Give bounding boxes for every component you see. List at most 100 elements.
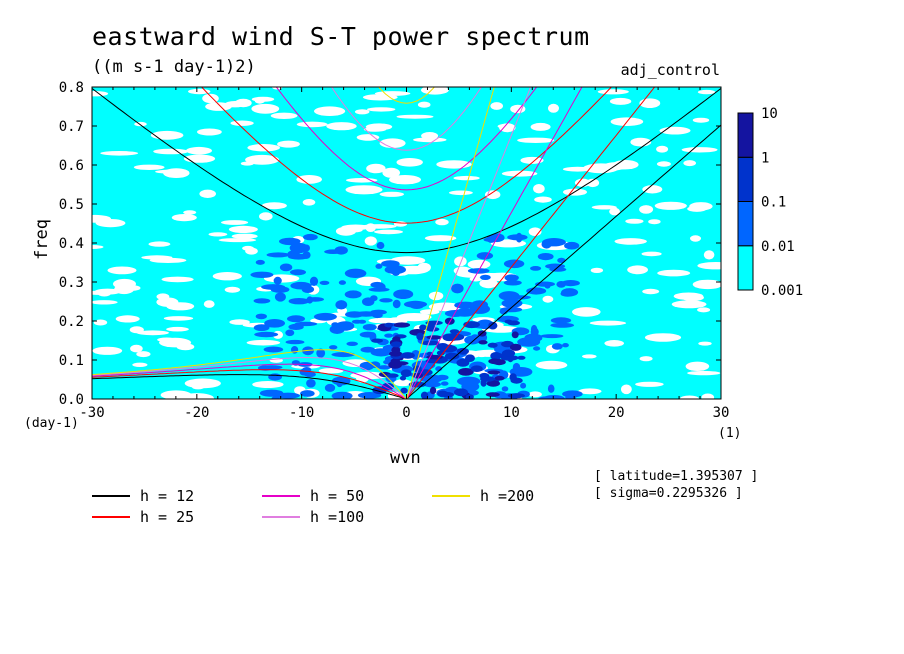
pattern-blob [326,122,357,131]
pattern-blob [470,334,480,341]
pattern-blob [498,291,520,301]
pattern-blob [451,283,464,294]
pattern-blob [259,212,273,221]
pattern-blob [591,205,617,210]
pattern-blob [303,233,318,241]
colorbar-bin [737,156,754,202]
x-axis-label: wvn [390,448,421,468]
pattern-blob [445,333,460,341]
x-tick-label: 30 [713,405,730,421]
y-tick-label: 0.1 [59,353,84,369]
legend-item: h =200 [432,487,534,505]
pattern-blob [290,281,312,290]
latitude-info: [ latitude=1.395307 ] [594,469,759,484]
pattern-blob [285,329,295,337]
pattern-blob [254,331,279,338]
pattern-blob [511,331,519,339]
gravity-curve [92,88,721,254]
pattern-blob [130,344,143,353]
pattern-blob [530,266,542,271]
pattern-blob [494,375,505,381]
pattern-blob [476,351,488,358]
pattern-blob [303,244,310,252]
pattern-blob [644,333,682,342]
pattern-blob [526,287,547,295]
pattern-blob [93,319,108,326]
pattern-blob [656,145,669,153]
y-tick-label: 0.5 [59,197,84,213]
pattern-blob [454,388,468,397]
pattern-blob [687,370,721,376]
pattern-blob [561,280,580,287]
pattern-blob [183,210,197,215]
pattern-blob [287,315,305,323]
pattern-blob [115,315,140,323]
pattern-blob [356,134,380,141]
pattern-blob [218,238,257,243]
pattern-blob [565,393,576,399]
gravity-curve [200,87,613,224]
y-axis-label: freq [32,219,52,260]
pattern-blob [224,286,241,293]
pattern-blob [541,239,552,249]
pattern-blob [425,320,443,326]
pattern-blob [273,276,282,285]
pattern-blob [697,89,716,95]
rossby-curve [92,374,407,399]
pattern-blob [252,381,284,388]
pattern-blob [507,320,520,326]
pattern-blob [303,371,316,378]
pattern-blob [161,276,194,283]
pattern-blob [572,307,601,317]
pattern-blob [467,259,491,269]
pattern-blob [692,279,721,290]
pattern-blob [549,267,567,272]
pattern-blob [261,284,286,290]
pattern-blob [392,299,401,309]
pattern-blob [362,297,375,307]
pattern-blob [480,274,491,280]
pattern-blob [697,307,711,313]
pattern-blob [400,369,412,378]
pattern-blob [701,393,715,399]
kelvin-curve [406,87,656,399]
pattern-blob [356,373,369,383]
y-tick-label: 0.0 [59,392,84,408]
pattern-blob [533,184,545,194]
pattern-blob [242,245,254,251]
rossby-curve [92,356,407,399]
pattern-blob [379,298,393,303]
pattern-blob [92,214,111,223]
pattern-blob [300,390,315,397]
pattern-blob [590,267,604,273]
pattern-blob [97,289,112,297]
pattern-blob [396,313,432,322]
pattern-blob [374,229,403,235]
pattern-blob [255,259,265,265]
pattern-blob [199,189,216,198]
pattern-blob [277,140,300,148]
pattern-blob [129,326,144,334]
pattern-blob [635,381,664,387]
pattern-blob [134,121,147,127]
pattern-blob [166,302,195,311]
pattern-blob [363,127,387,132]
pattern-blob [309,276,319,286]
pattern-blob [107,266,137,275]
pattern-blob [132,362,148,367]
pattern-blob [381,260,400,268]
pattern-blob [420,391,429,399]
pattern-blob [268,373,282,381]
pattern-blob [582,354,597,359]
pattern-blob [313,312,337,321]
pattern-blob [374,91,411,96]
pattern-blob [329,324,345,334]
dispersion-curves [92,87,721,399]
kelvin-curve [406,87,532,399]
pattern-blob [621,384,632,395]
pattern-blob [338,280,346,285]
pattern-blob [465,354,475,363]
pattern-blob [509,373,517,381]
pattern-blob [488,358,501,365]
pattern-blob [314,106,346,116]
